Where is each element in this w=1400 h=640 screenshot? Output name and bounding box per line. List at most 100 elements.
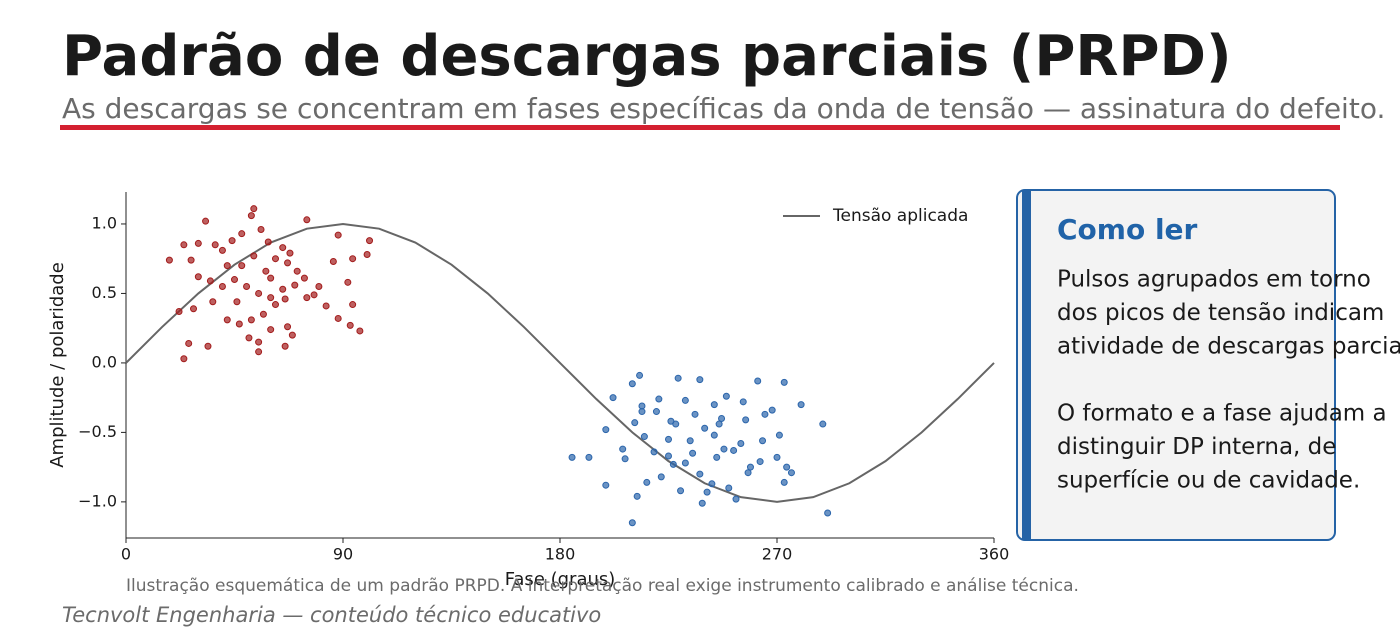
discharge-point (701, 424, 709, 432)
discharge-point (243, 282, 251, 290)
discharge-point (756, 458, 764, 466)
discharge-point (284, 323, 292, 331)
discharge-point (322, 302, 330, 310)
discharge-point (754, 377, 762, 385)
discharge-point (665, 452, 672, 460)
discharge-point (655, 395, 663, 403)
discharge-point (231, 276, 238, 284)
discharge-point (602, 481, 610, 489)
discharge-point (730, 446, 738, 454)
discharge-point (264, 238, 272, 246)
discharge-point (255, 338, 263, 346)
discharge-point (257, 226, 265, 234)
discharge-point (732, 495, 740, 503)
discharge-point (819, 420, 827, 428)
discharge-point (315, 282, 323, 290)
discharge-point (267, 294, 275, 302)
discharge-point (674, 374, 682, 382)
info-title: Como ler (1057, 213, 1198, 246)
discharge-point (194, 239, 202, 247)
discharge-point (223, 262, 231, 270)
discharge-point (633, 492, 641, 500)
discharge-point (638, 408, 646, 416)
discharge-point (310, 291, 318, 299)
discharge-point (206, 277, 214, 285)
discharge-point (202, 217, 210, 225)
x-tick-label: 90 (333, 545, 353, 564)
discharge-point (291, 281, 299, 289)
discharge-point (366, 237, 374, 245)
discharge-point (609, 394, 617, 402)
discharge-point (344, 278, 352, 286)
discharge-point (238, 262, 246, 270)
discharge-point (643, 478, 651, 486)
discharge-point (235, 320, 243, 328)
discharge-point (262, 267, 270, 275)
voltage-line (125, 222, 995, 503)
discharge-point (185, 339, 193, 347)
x-axis-label: Fase (graus) (505, 569, 616, 590)
discharge-point (677, 487, 685, 495)
x-tick-label: 360 (979, 545, 1010, 564)
discharge-point (665, 435, 672, 443)
discharge-point (759, 437, 767, 445)
x-tick-label: 270 (762, 545, 793, 564)
discharge-point (628, 380, 636, 388)
chart-note: Ilustração esquemática de um padrão PRPD… (126, 576, 1079, 596)
discharge-point (773, 453, 781, 461)
discharge-point (703, 488, 711, 496)
discharge-point (722, 392, 730, 400)
discharge-point (194, 273, 202, 281)
discharge-point (284, 259, 292, 267)
discharge-point (696, 470, 704, 478)
discharge-point (783, 463, 791, 471)
discharge-point (329, 257, 337, 265)
discharge-point (715, 420, 723, 428)
discharge-point (255, 289, 263, 297)
page-title: Padrão de descargas parciais (PRPD) (62, 24, 1232, 89)
discharge-point (279, 285, 287, 293)
y-tick-label: −0.5 (78, 422, 117, 441)
discharge-point (718, 414, 726, 422)
discharge-point (746, 463, 754, 471)
discharge-point (696, 376, 704, 384)
discharge-point (279, 244, 287, 252)
discharge-point (303, 216, 311, 224)
discharge-point (165, 256, 173, 264)
discharge-point (334, 314, 342, 322)
discharge-point (686, 437, 694, 445)
y-tick-label: 0.0 (92, 352, 117, 371)
discharge-point (640, 433, 648, 441)
discharge-point (271, 301, 279, 309)
discharge-point (710, 431, 718, 439)
discharge-point (271, 255, 279, 263)
discharge-point (636, 371, 644, 379)
discharge-point (650, 448, 658, 456)
discharge-point (720, 445, 728, 453)
discharge-point (631, 419, 639, 427)
discharge-point (218, 246, 226, 254)
discharge-point (681, 396, 689, 404)
discharge-point (708, 480, 716, 488)
discharge-point (288, 331, 296, 339)
discharge-point (175, 308, 183, 316)
discharge-point (233, 298, 241, 306)
discharge-point (737, 440, 745, 448)
discharge-point (621, 455, 629, 463)
discharge-point (824, 509, 832, 517)
discharge-point (681, 459, 689, 467)
discharge-point (267, 274, 275, 282)
x-tick-label: 0 (121, 545, 131, 564)
y-tick-label: 0.5 (92, 283, 117, 302)
discharge-point (245, 334, 253, 342)
y-tick-label: −1.0 (78, 491, 117, 510)
discharge-point (713, 453, 721, 461)
discharge-point (619, 445, 627, 453)
discharge-point (180, 355, 188, 363)
discharge-point (349, 255, 357, 263)
discharge-point (303, 294, 311, 302)
info-text: Pulsos agrupados em torno (1057, 267, 1371, 293)
discharge-point (585, 453, 593, 461)
